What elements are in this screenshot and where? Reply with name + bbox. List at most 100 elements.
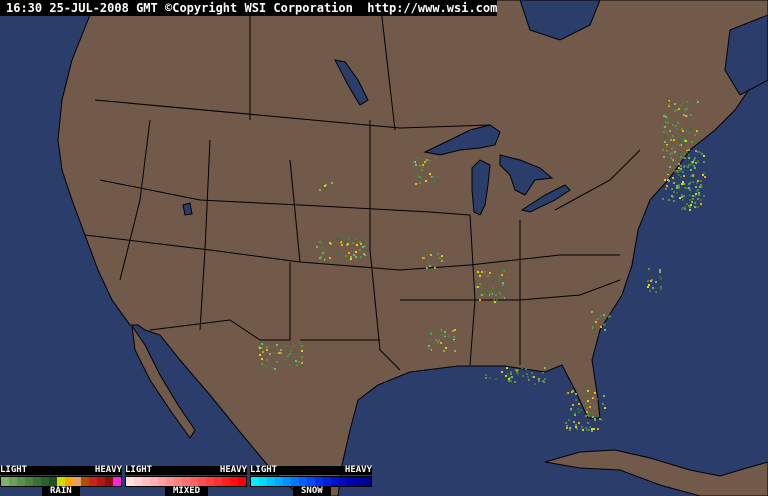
radar-echo (322, 181, 324, 183)
radar-echo (575, 424, 577, 426)
radar-echo (587, 400, 589, 402)
radar-echo (438, 339, 440, 341)
radar-echo (671, 152, 673, 154)
radar-echo (345, 255, 347, 257)
radar-echo (517, 373, 519, 375)
radar-echo (433, 330, 435, 332)
radar-echo (672, 124, 674, 126)
great-salt-lake (182, 202, 193, 216)
radar-echo (671, 188, 673, 190)
radar-echo (422, 166, 424, 168)
radar-echo (289, 364, 291, 366)
radar-echo (338, 253, 340, 255)
radar-echo (688, 183, 690, 185)
radar-echo (593, 428, 595, 430)
radar-echo (477, 286, 479, 288)
radar-echo (429, 339, 431, 341)
radar-echo (688, 132, 690, 134)
radar-echo (689, 199, 691, 201)
radar-echo (494, 301, 496, 303)
radar-echo (436, 176, 438, 178)
radar-echo (440, 342, 442, 344)
legend-swatch (33, 477, 41, 486)
radar-echo (697, 198, 699, 200)
lake-winnipeg (334, 59, 369, 106)
radar-echo (433, 181, 435, 183)
radar-echo (662, 125, 664, 127)
radar-echo (685, 140, 687, 142)
radar-echo (678, 108, 680, 110)
radar-echo (301, 359, 303, 361)
radar-echo (430, 254, 432, 256)
radar-echo (430, 333, 432, 335)
radar-echo (693, 165, 695, 167)
radar-echo (609, 315, 611, 317)
radar-echo (352, 242, 354, 244)
radar-echo (273, 352, 275, 354)
radar-echo (682, 181, 684, 183)
radar-echo (296, 364, 298, 366)
url-link[interactable]: http://www.wsi.com (367, 1, 498, 15)
radar-echo (603, 395, 605, 397)
radar-echo (568, 419, 570, 421)
radar-echo (485, 374, 487, 376)
radar-echo (325, 187, 327, 189)
radar-echo (441, 255, 443, 257)
radar-echo (575, 399, 577, 401)
radar-echo (680, 168, 682, 170)
legend-swatch (339, 477, 347, 486)
radar-echo (681, 128, 683, 130)
radar-echo (659, 276, 661, 278)
legend-swatch (363, 477, 371, 486)
legend-swatch (275, 477, 283, 486)
radar-echo (259, 342, 261, 344)
radar-echo (422, 164, 424, 166)
radar-echo (603, 314, 605, 316)
radar-echo (444, 331, 446, 333)
radar-echo (479, 299, 481, 301)
radar-echo (285, 359, 287, 361)
radar-echo (589, 406, 591, 408)
radar-echo (533, 376, 535, 378)
radar-echo (502, 297, 504, 299)
legend-swatch (299, 477, 307, 486)
legend-snow: LIGHT HEAVY SNOW (250, 466, 372, 496)
radar-echo (666, 145, 668, 147)
radar-echo (417, 174, 419, 176)
radar-echo (688, 157, 690, 159)
radar-echo (492, 287, 494, 289)
radar-echo (439, 257, 441, 259)
radar-echo (364, 249, 366, 251)
legend-color-bar (250, 476, 372, 487)
radar-echo (697, 180, 699, 182)
radar-echo (350, 256, 352, 258)
radar-echo (578, 411, 580, 413)
radar-echo (663, 115, 665, 117)
radar-echo (667, 101, 669, 103)
radar-echo (295, 360, 297, 362)
radar-echo (703, 155, 705, 157)
radar-echo (504, 290, 506, 292)
radar-echo (682, 157, 684, 159)
legend-swatch (105, 477, 113, 486)
legend-swatch (113, 477, 121, 486)
radar-echo (678, 174, 680, 176)
radar-echo (599, 418, 601, 420)
radar-echo (586, 411, 588, 413)
radar-echo (437, 253, 439, 255)
radar-echo (502, 282, 504, 284)
radar-echo (681, 208, 683, 210)
radar-echo (433, 254, 435, 256)
radar-echo (261, 358, 263, 360)
map-header: 16:30 25-JUL-2008 GMT ©Copyright WSI Cor… (0, 0, 497, 16)
radar-echo (434, 267, 436, 269)
radar-echo (669, 166, 671, 168)
legend-swatch (150, 477, 158, 486)
radar-echo (600, 315, 602, 317)
radar-echo (700, 184, 702, 186)
radar-echo (415, 164, 417, 166)
radar-echo (676, 128, 678, 130)
radar-echo (687, 101, 689, 103)
radar-echo (293, 345, 295, 347)
radar-echo (684, 208, 686, 210)
